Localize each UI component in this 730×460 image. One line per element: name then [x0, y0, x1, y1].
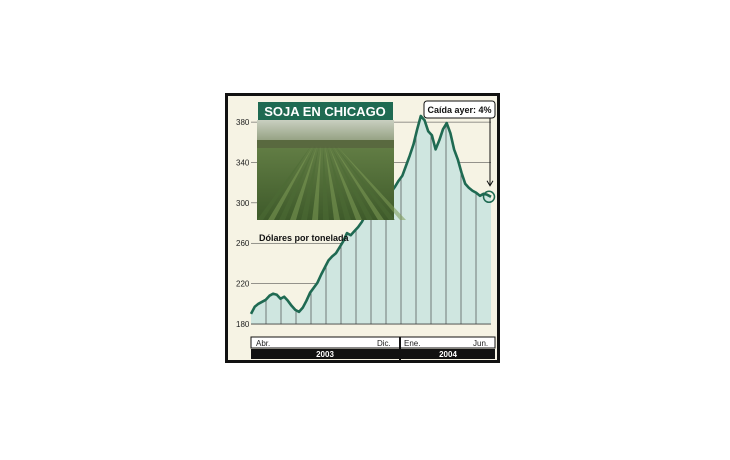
title-banner	[258, 102, 393, 120]
year-label-2003: 2003	[316, 350, 334, 359]
year-label-2004: 2004	[439, 350, 457, 359]
x-tick-dic: Dic.	[377, 339, 391, 348]
crop-row	[335, 146, 395, 220]
y-tick-label: 180	[236, 320, 250, 329]
crop-row	[323, 146, 329, 220]
crop-row	[312, 146, 321, 220]
x-axis: Abr. Dic. Ene. Jun. 2003 2004	[250, 336, 496, 360]
y-tick-label: 340	[236, 158, 250, 167]
drop-marker	[482, 190, 496, 204]
x-tick-ene: Ene.	[404, 339, 420, 348]
crop-row	[268, 146, 313, 220]
y-axis-unit-label: Dólares por tonelada	[259, 233, 350, 243]
x-tick-abr: Abr.	[256, 339, 270, 348]
y-tick-label: 220	[236, 280, 250, 289]
crop-row	[329, 146, 362, 220]
y-tick-label: 300	[236, 199, 250, 208]
y-tick-label: 260	[236, 239, 250, 248]
crop-row	[333, 146, 384, 220]
crop-row	[325, 146, 340, 220]
crop-row	[301, 146, 319, 220]
crop-row	[327, 146, 351, 220]
chart-title: SOJA EN CHICAGO	[264, 104, 386, 119]
crop-row	[279, 146, 315, 220]
annotation-box	[423, 100, 496, 119]
x-tick-jun: Jun.	[473, 339, 488, 348]
year-bar-2003	[251, 349, 399, 359]
year-bar-2004	[401, 349, 495, 359]
chart-frame: 180 220 260 300 340 380 SOJA EN CHICAGO Dólar…	[225, 93, 500, 363]
month-bar	[250, 336, 496, 349]
crop-row	[290, 146, 317, 220]
soybean-photo	[257, 120, 406, 220]
chart: 180 220 260 300 340 380 SOJA EN CHICAGO Dólar…	[236, 100, 496, 360]
month-gridlines	[251, 124, 491, 325]
y-axis: 180 220 260 300 340 380	[236, 118, 250, 329]
crop-row	[257, 146, 311, 220]
annotation-text: Caída ayer: 4%	[427, 105, 491, 115]
crop-row	[337, 146, 406, 220]
annotation-arrow	[473, 117, 494, 187]
crop-row	[331, 146, 373, 220]
y-tick-label: 380	[236, 118, 250, 127]
